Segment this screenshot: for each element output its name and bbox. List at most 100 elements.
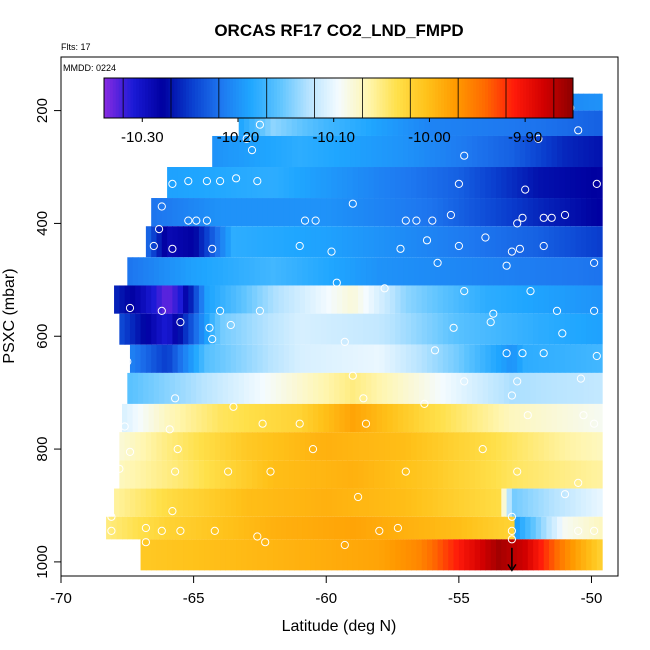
heatmap-cell — [562, 110, 569, 136]
heatmap-cell — [305, 313, 311, 345]
heatmap-cell — [259, 403, 266, 433]
heatmap-cell — [543, 167, 550, 199]
colorbar-segment — [400, 78, 404, 118]
colorbar-segment — [332, 78, 337, 118]
heatmap-cell — [172, 460, 179, 489]
heatmap-cell — [167, 344, 173, 373]
colorbar-segment — [411, 78, 416, 118]
heatmap-cell — [151, 313, 158, 345]
heatmap-cell — [135, 285, 142, 314]
heatmap-cell — [580, 344, 587, 373]
colorbar-segment — [367, 78, 372, 118]
heatmap-cell — [161, 460, 168, 489]
sample-point — [579, 411, 588, 420]
heatmap-cell — [506, 313, 513, 345]
heatmap-cell — [429, 257, 436, 286]
heatmap-cell — [236, 285, 242, 314]
sample-point — [141, 523, 150, 533]
heatmap-cell — [389, 198, 396, 227]
heatmap-cell — [482, 372, 489, 404]
heatmap-cell — [522, 488, 529, 517]
heatmap-cell — [116, 516, 123, 540]
heatmap-cell — [204, 460, 211, 489]
heatmap-cell — [594, 372, 601, 404]
heatmap-cell — [434, 257, 441, 286]
colorbar-segment — [315, 78, 319, 118]
colorbar-segment — [382, 78, 386, 118]
heatmap-cell — [273, 460, 280, 489]
heatmap-band — [122, 403, 603, 433]
heatmap-cell — [596, 285, 603, 314]
heatmap-cell — [450, 257, 457, 286]
heatmap-cell — [583, 257, 590, 286]
heatmap-cell — [339, 110, 346, 136]
heatmap-cell — [564, 313, 571, 345]
heatmap-cell — [427, 539, 433, 571]
heatmap-cell — [312, 516, 319, 540]
heatmap-cell — [206, 516, 213, 540]
colorbar-segment — [391, 78, 395, 118]
heatmap-cell — [527, 488, 534, 517]
heatmap-cell — [167, 313, 173, 345]
heatmap-cell — [421, 344, 428, 373]
heatmap-cell — [342, 539, 349, 571]
heatmap-cell — [358, 539, 364, 571]
heatmap-cell — [525, 372, 532, 404]
heatmap-cell — [456, 372, 463, 404]
heatmap-cell — [352, 488, 359, 517]
sample-point — [420, 399, 429, 408]
heatmap-cell — [228, 403, 234, 433]
heatmap-cell — [596, 313, 603, 345]
heatmap-cell — [442, 344, 449, 373]
heatmap-cell — [456, 516, 463, 540]
heatmap-cell — [567, 257, 574, 286]
heatmap-cell — [185, 516, 192, 540]
sample-point — [176, 526, 185, 536]
heatmap-cell — [525, 516, 532, 540]
heatmap-cell — [294, 488, 301, 517]
heatmap-cell — [429, 516, 436, 540]
colorbar-segment — [323, 78, 328, 118]
heatmap-cell — [453, 285, 460, 314]
heatmap-cell — [270, 257, 277, 286]
heatmap-cell — [538, 198, 545, 227]
heatmap-cell — [246, 539, 253, 571]
heatmap-cell — [429, 110, 436, 136]
heatmap-cell — [448, 198, 455, 227]
heatmap-cell — [326, 460, 333, 489]
heatmap-cell — [302, 257, 309, 286]
heatmap-cell — [485, 344, 492, 373]
heatmap-cell — [543, 432, 550, 461]
heatmap-cell — [373, 313, 380, 345]
heatmap-cell — [320, 539, 327, 571]
heatmap-cell — [458, 285, 465, 314]
heatmap-cell — [575, 460, 582, 489]
heatmap-cell — [549, 226, 555, 258]
y-tick-label: 800 — [34, 437, 51, 462]
heatmap-cell — [137, 257, 144, 286]
colorbar-tick-label: -10.20 — [217, 129, 260, 146]
heatmap-cell — [538, 167, 545, 199]
heatmap-cell — [299, 488, 306, 517]
heatmap-cell — [464, 198, 471, 227]
heatmap-cell — [214, 488, 221, 517]
heatmap-cell — [326, 432, 333, 461]
sample-point — [226, 320, 235, 330]
heatmap-cell — [599, 516, 603, 540]
colorbar-segment — [473, 78, 477, 118]
colorbar-segment — [479, 78, 483, 118]
sample-point — [422, 236, 432, 245]
heatmap-cell — [567, 516, 574, 540]
sample-point — [590, 258, 599, 267]
heatmap-cell — [198, 539, 205, 571]
heatmap-cell — [493, 372, 500, 404]
heatmap-cell — [190, 403, 197, 433]
sample-point — [375, 526, 384, 536]
heatmap-cell — [286, 257, 293, 286]
heatmap-cell — [177, 167, 184, 199]
heatmap-cell — [222, 135, 229, 168]
heatmap-cell — [493, 403, 500, 433]
heatmap-cell — [331, 460, 338, 489]
heatmap-cell — [265, 135, 272, 168]
heatmap-cell — [533, 488, 540, 517]
